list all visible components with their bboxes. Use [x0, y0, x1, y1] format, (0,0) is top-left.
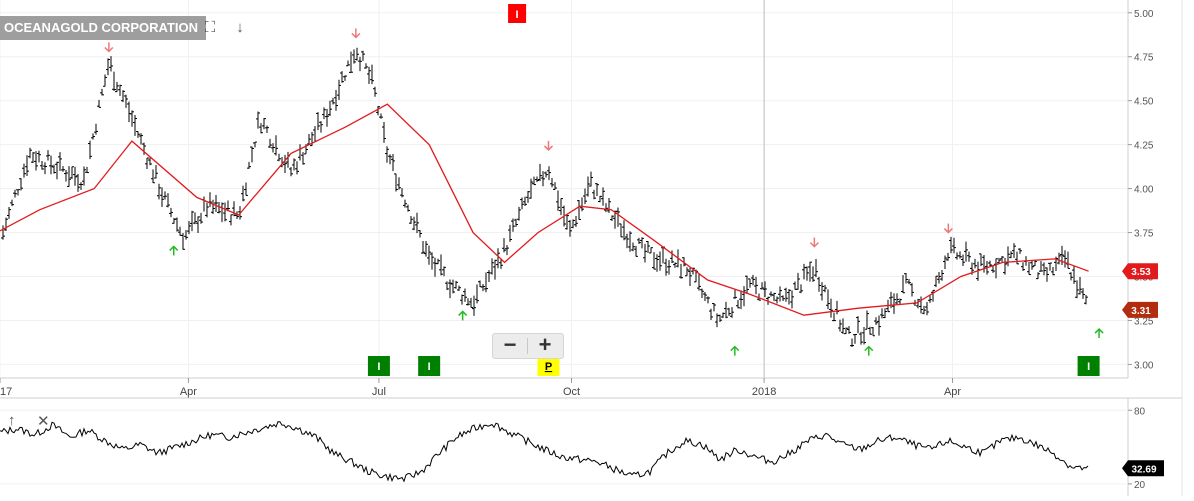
- current-value-label: 3.31: [1131, 306, 1151, 317]
- down-arrow-head-icon: [104, 46, 114, 53]
- x-tick-label: Apr: [944, 386, 961, 398]
- x-tick-label: 2017: [0, 386, 12, 398]
- indicator-tick-label: 80: [1134, 406, 1146, 417]
- bottom-signal-marker: [418, 356, 441, 376]
- y-tick-label: 4.75: [1134, 53, 1154, 64]
- up-arrow-head-icon: [458, 310, 468, 316]
- current-value-tag: [1122, 301, 1158, 318]
- zoom-controls: − +: [492, 333, 564, 359]
- down-arrow-head-icon: [943, 228, 953, 234]
- bottom-signal-marker: [537, 356, 560, 376]
- down-arrow-head-icon: [543, 145, 554, 151]
- indicator-panel: 80 20 32.69: [0, 406, 1164, 491]
- indicator-line: [0, 421, 1089, 483]
- y-tick-label: 4.00: [1134, 185, 1154, 196]
- y-tick-label: 3.00: [1134, 360, 1154, 371]
- zoom-out-button[interactable]: −: [503, 332, 517, 357]
- indicator-value-label: 32.69: [1131, 464, 1156, 475]
- bottom-signal-marker: [1077, 356, 1100, 376]
- indicator-up-icon[interactable]: ↑: [8, 412, 16, 429]
- y-tick-label: 3.25: [1134, 316, 1154, 327]
- y-tick-label: 4.50: [1134, 97, 1154, 108]
- chart-title: OCEANAGOLD CORPORATION: [0, 16, 207, 40]
- x-tick-label: Oct: [563, 386, 580, 398]
- bottom-signal-label: I: [1087, 361, 1090, 373]
- indicator-close-icon[interactable]: ✕: [37, 413, 50, 430]
- up-arrow-head-icon: [864, 345, 874, 352]
- grid-lines: [0, 0, 1128, 378]
- down-arrow-head-icon: [351, 32, 361, 39]
- indicator-tick-label: 20: [1134, 480, 1146, 491]
- bottom-signal-label: I: [428, 361, 431, 373]
- bottom-signal-label: I: [377, 361, 380, 373]
- moving-average-line: [0, 103, 1089, 316]
- price-series: [0, 47, 1089, 347]
- up-arrow-head-icon: [1094, 327, 1104, 334]
- arrow-down-icon[interactable]: ↓: [236, 19, 244, 36]
- expand-icon[interactable]: ⛶: [204, 19, 216, 36]
- bottom-signal-marker: [367, 356, 390, 376]
- indicator-value-tag: [1122, 460, 1164, 477]
- down-arrow-head-icon: [809, 242, 819, 248]
- chart-overlays: I I I P I: [104, 4, 1104, 376]
- current-value-label: 3.53: [1131, 267, 1151, 278]
- y-tick-label: 3.75: [1134, 229, 1154, 240]
- top-signal-marker: [508, 4, 527, 23]
- bottom-signal-label: P: [545, 361, 552, 373]
- top-signal-label: I: [516, 9, 519, 21]
- x-tick-label: Jul: [372, 386, 386, 398]
- x-tick-label: 2018: [752, 386, 776, 398]
- current-value-tag: [1122, 263, 1158, 280]
- y-tick-label: 4.25: [1134, 141, 1154, 152]
- up-arrow-head-icon: [169, 245, 179, 251]
- zoom-separator: [527, 338, 528, 354]
- zoom-in-button[interactable]: +: [538, 332, 552, 357]
- y-tick-label: 5.00: [1134, 9, 1154, 20]
- up-arrow-head-icon: [730, 345, 740, 352]
- x-tick-label: Apr: [180, 386, 197, 398]
